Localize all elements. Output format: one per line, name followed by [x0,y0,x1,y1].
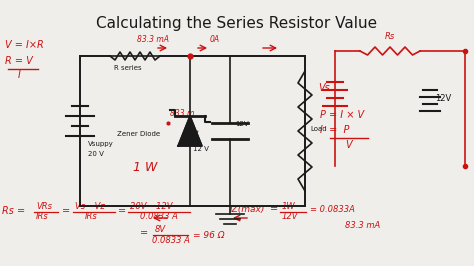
Text: V: V [345,140,352,150]
Text: Vsuppy: Vsuppy [88,141,114,147]
Text: Calculating the Series Resistor Value: Calculating the Series Resistor Value [96,16,378,31]
Bar [80,56,305,206]
Text: =: = [62,206,70,216]
Text: 12V: 12V [435,94,451,103]
Text: 1 W: 1 W [133,161,157,174]
Text: R = V: R = V [5,56,33,66]
Text: R series: R series [114,65,142,71]
Text: 20 V: 20 V [88,151,104,157]
Text: 12V: 12V [282,212,299,221]
Text: Vs – Vz: Vs – Vz [75,202,105,211]
Text: 83.3 mA: 83.3 mA [345,221,380,230]
Text: = 0.0833A: = 0.0833A [310,205,355,214]
Text: Rs: Rs [385,32,395,41]
Text: 12V: 12V [235,121,249,127]
Text: =: = [118,206,126,216]
Text: 83.3 mA: 83.3 mA [137,35,169,44]
Text: 0.0833 A: 0.0833 A [152,236,190,245]
Text: IRs: IRs [85,212,98,221]
Text: 0.0833 A: 0.0833 A [140,212,178,221]
Text: Vs: Vs [318,83,330,93]
Text: 8V: 8V [155,225,166,234]
Text: =: = [140,228,148,238]
Text: 20V – 12V: 20V – 12V [130,202,173,211]
Polygon shape [178,116,202,146]
Text: I: I [18,70,21,80]
Text: IRs: IRs [36,212,49,221]
Text: Zener Diode: Zener Diode [117,131,160,137]
Text: I  =  P: I = P [320,125,349,135]
Text: 0A: 0A [210,35,220,44]
Text: IZ(max): IZ(max) [230,205,265,214]
Text: = 96 Ω: = 96 Ω [193,231,225,240]
Text: 12 V: 12 V [193,146,209,152]
Text: V = I×R: V = I×R [5,40,44,50]
Text: VRs: VRs [36,202,52,211]
Text: 833 m: 833 m [170,109,194,118]
Text: 1W: 1W [282,202,296,211]
Text: =: = [270,204,278,214]
Text: Load: Load [310,126,327,132]
Text: Rs =: Rs = [2,206,25,216]
Text: P = I × V: P = I × V [320,110,364,120]
